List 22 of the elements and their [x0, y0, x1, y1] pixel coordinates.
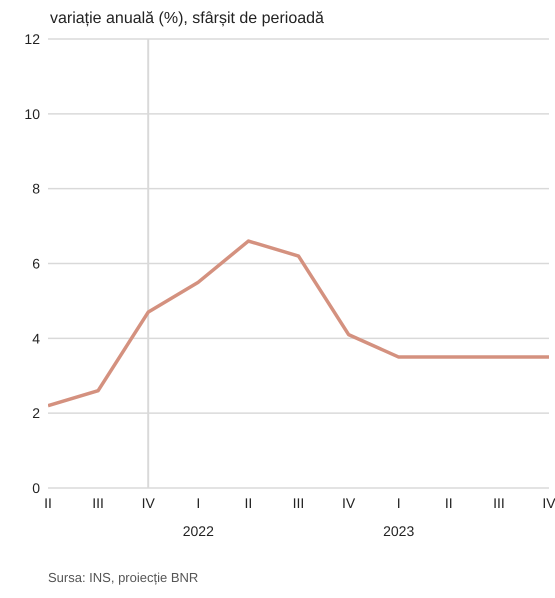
y-tick-label: 6: [32, 255, 40, 272]
y-tick-label: 0: [32, 480, 40, 496]
y-tick-label: 2: [32, 405, 40, 422]
x-tick-label: III: [92, 495, 104, 511]
x-tick-label: IV: [342, 495, 356, 511]
y-tick-label: 4: [32, 330, 40, 346]
x-tick-label: III: [292, 495, 304, 511]
chart-title: variație anuală (%), sfârșit de perioadă: [50, 9, 325, 29]
y-tick-label: 10: [24, 106, 40, 122]
x-tick-label: II: [44, 495, 52, 511]
text: Sursa: INS, proiecție BNR: [48, 570, 200, 585]
text: 2022: [182, 523, 214, 539]
x-tick-label: II: [244, 495, 252, 511]
y-tick-label: 12: [24, 30, 40, 47]
x-tick-label: IV: [142, 495, 156, 511]
text: 2023: [383, 523, 414, 539]
x-tick-label: I: [396, 495, 401, 511]
line-series: [48, 239, 549, 408]
x-tick-label: I: [196, 495, 200, 511]
x-tick-label: II: [444, 495, 453, 511]
x-tick-label: III: [493, 495, 505, 511]
y-tick-label: 8: [32, 180, 40, 197]
